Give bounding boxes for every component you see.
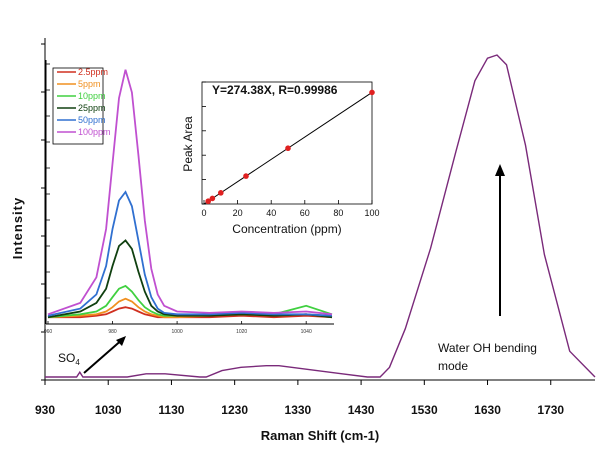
x-tick-label: 1130: [158, 403, 184, 417]
series-line-25ppm: [47, 239, 333, 319]
water-arrow-head: [495, 164, 505, 176]
inset-series-lines: [47, 69, 333, 319]
inset-x-tick-label: 960: [44, 329, 53, 335]
x-tick-label: 1330: [285, 403, 312, 417]
calibration-plot-area: [201, 81, 373, 205]
so4-label: SO4: [58, 351, 80, 367]
inset-x-tick-label: 1040: [301, 329, 312, 335]
calibration-point: [205, 198, 211, 205]
inset-x-ticks: 960 980 1000 1020 1040: [44, 321, 312, 335]
series-line-water: [45, 54, 596, 378]
calibration-x-tick-label: 100: [364, 208, 379, 218]
legend-label-50ppm: 50ppm: [78, 115, 106, 125]
x-tick-label: 1430: [348, 403, 375, 417]
calibration-point: [209, 195, 216, 202]
x-tick-label: 1630: [474, 403, 501, 417]
inset-legend: 2.5ppm 5ppm 10ppm 25ppm 50ppm 100ppm: [52, 67, 111, 145]
calibration-point: [369, 89, 375, 96]
main-axes: 930 1030 1130 1230 1330 1430 1530 1630 1730 Rama…: [10, 38, 595, 443]
y-axis-label: Intensity: [10, 197, 25, 259]
calibration-point: [243, 173, 249, 179]
calibration-x-label: Concentration (ppm): [232, 222, 341, 236]
legend-label-100ppm: 100ppm: [78, 127, 111, 137]
x-axis-label: Raman Shift (cm-1): [261, 428, 379, 443]
so4-arrow: [83, 337, 125, 374]
water-annotation: Water OH bending mode: [438, 164, 537, 373]
so4-annotation: SO4: [58, 336, 126, 374]
calibration-equation: Y=274.38X, R=0.99986: [212, 83, 338, 97]
calibration-x-tick-label: 0: [201, 208, 206, 218]
x-tick-label: 1730: [537, 403, 564, 417]
calibration-point: [285, 145, 291, 152]
inset-x-tick-label: 1000: [172, 329, 183, 335]
legend-label-25ppm: 25ppm: [78, 103, 106, 113]
x-tick-label: 1530: [411, 403, 438, 417]
calibration-x-tick-label: 40: [266, 208, 276, 218]
x-tick-label: 1230: [221, 403, 248, 417]
calibration-x-tick-label: 20: [233, 208, 243, 218]
inset-x-tick-label: 980: [108, 329, 117, 335]
calibration-points: [205, 89, 375, 205]
calibration-x-ticks: 0 20 40 60 80 100: [201, 200, 380, 218]
legend-label-10ppm: 10ppm: [78, 91, 106, 101]
calibration-x-tick-label: 60: [300, 208, 310, 218]
so4-arrow-head: [116, 336, 126, 346]
calibration-x-tick-label: 80: [333, 208, 343, 218]
x-tick-label: 1030: [95, 403, 122, 417]
legend-label-5ppm: 5ppm: [78, 79, 101, 89]
inset-y-ticks: [46, 63, 50, 325]
water-label-line1: Water OH bending: [438, 341, 537, 355]
series-line-2.5ppm: [48, 306, 333, 319]
calibration-y-label: Peak Area: [181, 116, 195, 172]
calibration-background: [170, 66, 384, 242]
series-line-50ppm: [47, 190, 333, 317]
calibration-y-ticks: [202, 81, 206, 205]
calibration-point: [218, 190, 224, 196]
series-line-100ppm: [47, 69, 333, 316]
x-tick-label: 930: [35, 403, 55, 417]
x-ticks: 930 1030 1130 1230 1330 1430 1530 1630 1730: [35, 380, 564, 417]
water-label-line2: mode: [438, 359, 468, 373]
inset-x-tick-label: 1020: [236, 329, 247, 335]
y-ticks: [41, 43, 45, 381]
legend-label-2.5ppm: 2.5ppm: [78, 67, 108, 77]
calibration-inset: 0 20 40 60 80 100 Y=274.38X, R=0.99986 Concen…: [170, 66, 384, 242]
